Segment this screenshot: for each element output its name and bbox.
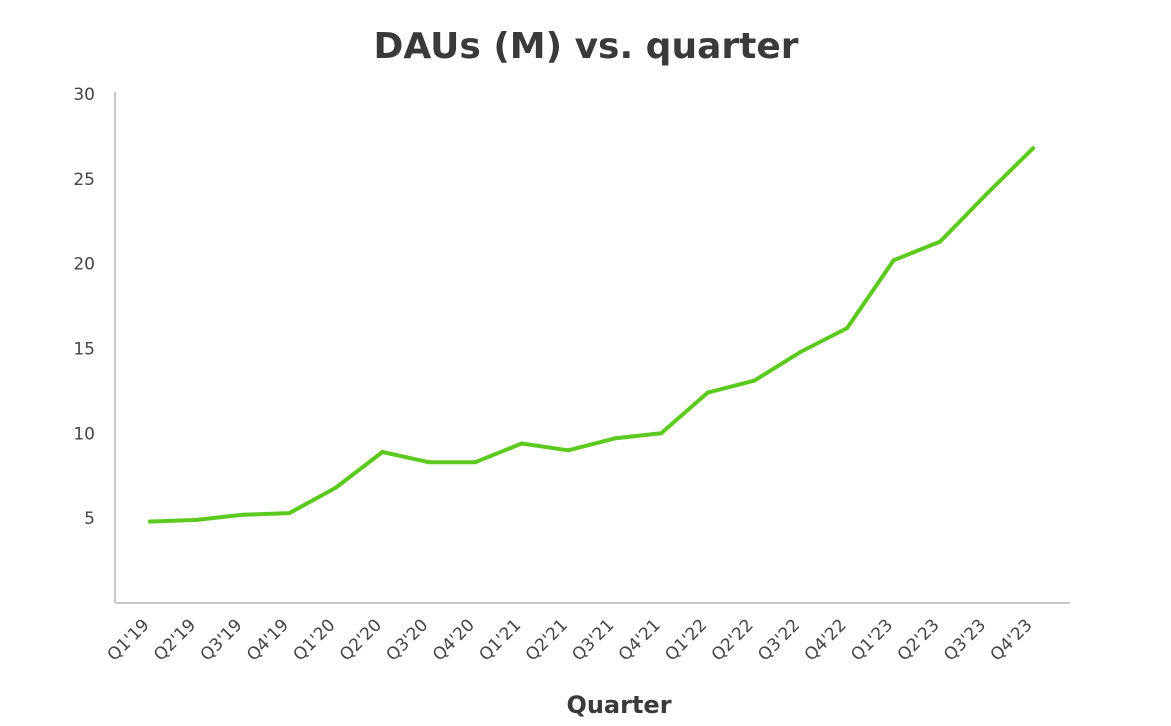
data-point bbox=[566, 448, 571, 453]
data-point bbox=[473, 460, 478, 465]
x-tick-label: Q3'21 bbox=[568, 615, 618, 665]
x-tick-label: Q1'19 bbox=[104, 615, 154, 665]
x-tick-label: Q1'20 bbox=[290, 615, 340, 665]
data-point bbox=[148, 519, 152, 524]
x-tick-label: Q1'23 bbox=[847, 615, 897, 665]
data-point bbox=[240, 512, 245, 517]
data-point bbox=[612, 436, 617, 441]
y-tick-label: 25 bbox=[73, 170, 95, 190]
x-tick-label: Q1'22 bbox=[661, 615, 711, 665]
y-tick-label: 30 bbox=[73, 85, 95, 105]
data-point bbox=[287, 511, 292, 516]
data-point bbox=[938, 239, 943, 244]
x-tick-label: Q3'22 bbox=[754, 615, 804, 665]
data-point bbox=[845, 326, 850, 331]
x-tick-label: Q3'20 bbox=[383, 615, 433, 665]
x-tick-label: Q2'23 bbox=[894, 615, 944, 665]
series-layer bbox=[148, 146, 1035, 524]
x-tick-label: Q4'21 bbox=[615, 615, 665, 665]
x-tick-label: Q3'19 bbox=[197, 615, 247, 665]
y-tick-label: 20 bbox=[73, 255, 95, 275]
y-tick-label: 15 bbox=[73, 340, 95, 360]
data-point bbox=[333, 485, 338, 490]
x-tick-label: Q2'20 bbox=[336, 615, 386, 665]
data-point bbox=[426, 460, 431, 465]
data-point bbox=[519, 441, 524, 446]
data-point bbox=[891, 258, 896, 263]
data-point bbox=[1031, 146, 1035, 151]
x-tick-label: Q4'22 bbox=[801, 615, 851, 665]
x-tick-label: Q4'19 bbox=[243, 615, 293, 665]
x-tick-label: Q1'21 bbox=[475, 615, 525, 665]
x-tick-label: Q3'23 bbox=[940, 615, 990, 665]
x-tick-label: Q4'20 bbox=[429, 615, 479, 665]
data-point bbox=[798, 349, 803, 354]
y-axis: 5 10 15 20 25 30 bbox=[73, 85, 116, 603]
x-tick-label: Q2'19 bbox=[150, 615, 200, 665]
x-tick-label: Q2'22 bbox=[708, 615, 758, 665]
chart-title: DAUs (M) vs. quarter bbox=[373, 26, 798, 67]
y-tick-label: 5 bbox=[84, 509, 95, 529]
x-axis: Q1'19Q2'19Q3'19Q4'19Q1'20Q2'20Q3'20Q4'20… bbox=[104, 602, 1070, 665]
data-point bbox=[380, 449, 385, 454]
y-tick-label: 10 bbox=[73, 424, 95, 444]
data-point bbox=[659, 431, 664, 436]
series-line bbox=[148, 146, 1035, 524]
x-tick-label: Q4'23 bbox=[987, 615, 1037, 665]
x-axis-title: Quarter bbox=[566, 691, 671, 719]
data-point bbox=[705, 390, 710, 395]
data-point bbox=[194, 517, 199, 522]
x-tick-label: Q2'21 bbox=[522, 615, 572, 665]
data-point bbox=[984, 192, 989, 197]
data-point bbox=[752, 378, 757, 383]
